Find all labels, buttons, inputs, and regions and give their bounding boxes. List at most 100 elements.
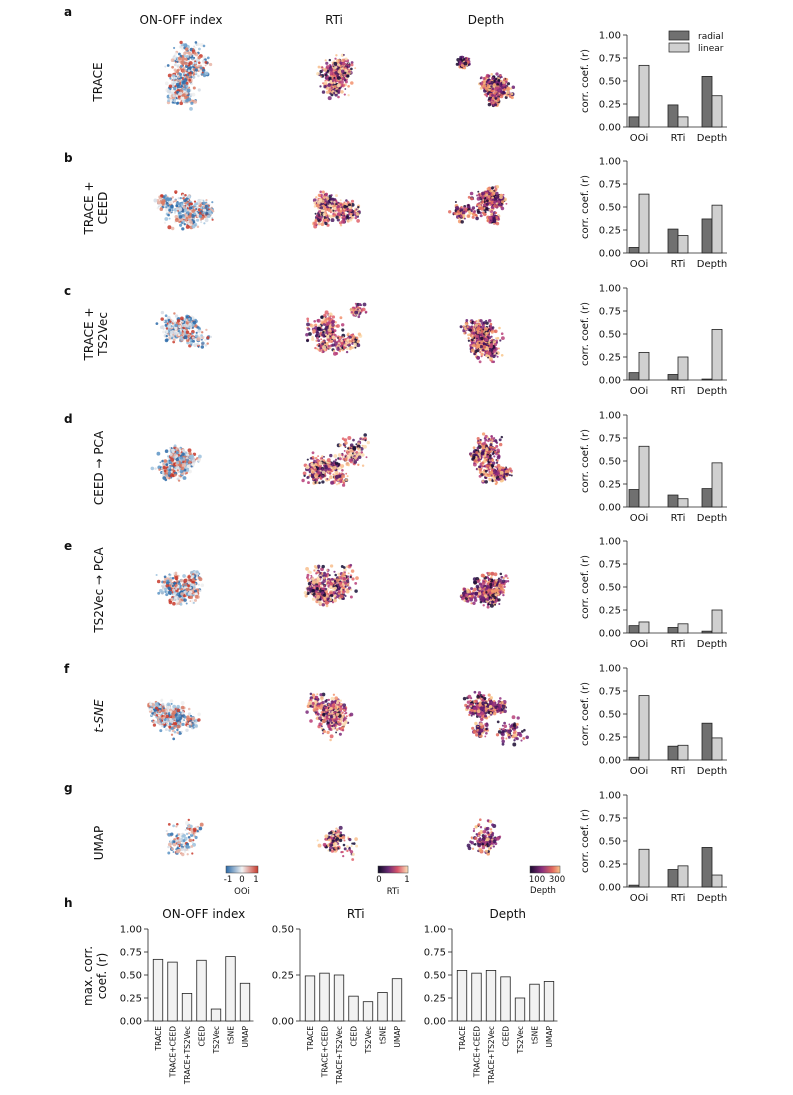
bar-radial-depth [701,378,713,381]
x-category-label: TRACE+TS2Vec [183,1026,192,1085]
embedding-scatter-ooi [165,818,204,857]
embedding-scatter-ooi [147,698,201,741]
colorbar-ooi-bar [225,865,259,874]
panel-letter-a: a [64,5,72,19]
chart-title: RTi [347,907,365,921]
y-tick-label: 0.75 [120,948,142,959]
y-tick-label: 1.00 [599,411,621,422]
bar-linear-depth [711,609,723,634]
bar-linear-depth [711,95,723,128]
bar-trace+ts2vec [485,970,497,1022]
y-axis-label: corr. coef. (r) [580,682,591,746]
bar-linear-depth [711,328,723,381]
x-category-label: TS2Vec [516,1026,525,1054]
y-tick-label: 1.00 [599,284,621,295]
y-axis-label: corr. coef. (r) [580,429,591,493]
embedding-scatter-ooi [150,444,202,482]
y-tick-label: 0.75 [599,54,621,65]
y-tick-label: 0.25 [599,226,621,237]
embedding-scatter-ooi [153,190,215,231]
chart-title: Depth [489,907,526,921]
embedding-scatter-depth [459,571,510,609]
colorbar-depth: 100 300 Depth [529,865,565,896]
x-category-label: TRACE+CEED [169,1026,178,1078]
panel-letter-h: h [64,896,73,910]
x-category-label: UMAP [241,1026,250,1048]
y-axis-label-line: max. corr. [81,946,95,1006]
panel-letter-e: e [64,539,72,553]
x-category-label: TS2Vec [212,1026,221,1054]
x-category-label: Depth [697,639,727,650]
bar-radial-depth [701,630,713,634]
x-category-label: OOi [630,259,649,270]
x-category-label: RTi [671,639,686,650]
y-tick-label: 0.00 [599,503,621,514]
y-tick-label: 1.00 [424,925,446,936]
colorbar-tick: 300 [549,875,565,885]
colorbar-tick: 100 [529,875,545,885]
y-tick-label: 1.00 [599,157,621,168]
bar-trace+ts2vec [333,974,345,1022]
y-tick-label: 0.25 [599,480,621,491]
embedding-scatter-depth [459,318,505,364]
embedding-scatter-ooi [164,40,213,111]
bar-tsne [225,956,236,1022]
y-tick-label: 1.00 [599,664,621,675]
bar-radial-depth [701,847,713,888]
x-category-label: OOi [630,639,649,650]
x-category-label: TS2Vec [364,1026,373,1054]
bar-ceed [348,995,359,1022]
corr-bar-chart-a: 0.00 0.25 0.50 0.75 1.00 OOi RTi Depth corr. coe… [580,31,727,145]
chart-title: ON-OFF index [162,907,245,921]
x-category-label: RTi [671,513,686,524]
y-tick-label: 0.50 [599,203,621,214]
bar-linear-rti [677,623,689,634]
bar-linear-rti [677,498,689,508]
bar-radial-ooi [628,372,640,381]
bar-radial-ooi [628,489,640,508]
colorbar-label: Depth [530,886,556,896]
x-category-label: CEED [198,1026,207,1047]
y-tick-label: 0.25 [272,971,294,982]
row-label-trace-ts2vec: TRACE + TS2Vec [82,307,110,361]
y-tick-label: 1.00 [599,791,621,802]
corr-bar-chart-g: 0.00 0.25 0.50 0.75 1.00 OOi RTi Depth corr. coe… [580,791,727,905]
bar-linear-ooi [638,695,650,761]
x-category-label: Depth [697,513,727,524]
x-category-label: OOi [630,133,649,144]
panel-letter-b: b [64,151,73,165]
embedding-scatter-rti [301,433,370,487]
embedding-scatter-rti [305,692,354,742]
row-label-line: TRACE + [82,307,96,361]
y-tick-label: 0.50 [599,837,621,848]
y-axis-label-line: coef. (r) [95,953,109,1000]
bar-radial-depth [701,218,713,254]
column-title-ooi: ON-OFF index [140,13,223,27]
x-category-label: tSNE [227,1026,236,1044]
x-category-label: UMAP [545,1026,554,1048]
column-title-rti: RTi [325,13,343,27]
y-tick-label: 1.00 [599,31,621,42]
bar-trace+ts2vec [181,993,193,1022]
y-tick-label: 0.25 [599,100,621,111]
y-axis-label: corr. coef. (r) [580,175,591,239]
bar-linear-rti [677,356,689,381]
corr-bar-chart-f: 0.00 0.25 0.50 0.75 1.00 OOi RTi Depth corr. coe… [580,664,727,778]
y-tick-label: 0.50 [599,457,621,468]
max-corr-y-label: max. corr. coef. (r) [81,946,109,1006]
embedding-scatter-rti [316,53,357,101]
row-label-ts2vec-pca: TS2Vec → PCA [92,547,106,634]
bar-linear-ooi [638,193,650,254]
bar-radial-ooi [628,247,640,254]
y-axis-label: corr. coef. (r) [580,49,591,113]
panel-letter-d: d [64,412,73,426]
x-category-label: TRACE+TS2Vec [487,1026,496,1085]
y-tick-label: 0.50 [599,77,621,88]
x-category-label: TRACE [154,1026,163,1052]
bar-linear-depth [711,874,723,888]
y-tick-label: 0.00 [599,883,621,894]
x-category-label: Depth [697,766,727,777]
y-tick-label: 0.75 [599,434,621,445]
bar-radial-ooi [628,625,640,634]
